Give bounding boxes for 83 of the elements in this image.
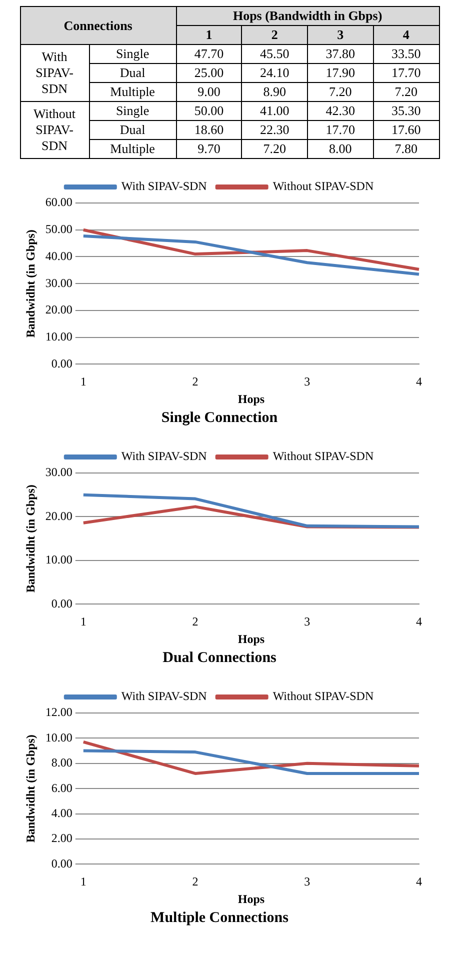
y-tick-label: Single bbox=[89, 102, 176, 120]
data-label: 41.00 bbox=[242, 102, 308, 120]
y-tick-label: 10.00 bbox=[45, 552, 72, 567]
data-label: 45.50 bbox=[242, 44, 308, 64]
data-label: 8.90 bbox=[242, 82, 308, 102]
legend-label: With SIPAV-SDN bbox=[121, 689, 208, 704]
data-label: 35.30 bbox=[373, 102, 439, 120]
y-tick-label: 40.00 bbox=[45, 248, 72, 263]
y-tick-label: 10.00 bbox=[45, 329, 72, 344]
y-tick-label: Dual bbox=[89, 64, 176, 82]
y-tick-label: 60.00 bbox=[45, 195, 72, 210]
x-tick-label: 3 bbox=[308, 26, 374, 44]
y-axis-title: Bandwidht (in Gbps) bbox=[23, 484, 38, 593]
y-axis-title: Bandwidht (in Gbps) bbox=[23, 734, 38, 843]
x-tick-label: 3 bbox=[304, 374, 310, 389]
x-tick-label: 2 bbox=[192, 374, 198, 389]
y-axis-title: Bandwidht (in Gbps) bbox=[23, 230, 38, 338]
y-tick-label: 0.00 bbox=[51, 856, 72, 870]
legend-label: Without SIPAV-SDN bbox=[272, 449, 374, 464]
data-label: 8.00 bbox=[308, 140, 374, 158]
data-label: 7.20 bbox=[242, 140, 308, 158]
x-axis-title: Hops bbox=[238, 892, 265, 906]
y-tick-label: 0.00 bbox=[51, 596, 72, 610]
data-label: 33.50 bbox=[373, 44, 439, 64]
data-label: 9.70 bbox=[176, 140, 242, 158]
x-tick-label: 1 bbox=[80, 374, 86, 389]
data-label: 42.30 bbox=[308, 102, 374, 120]
x-tick-label: 2 bbox=[192, 874, 198, 889]
data-label: 18.60 bbox=[176, 120, 242, 140]
x-tick-label: 3 bbox=[304, 614, 310, 629]
data-label: 9.00 bbox=[176, 82, 242, 102]
y-tick-label: Multiple bbox=[89, 140, 176, 158]
x-axis-title: Hops bbox=[238, 392, 265, 406]
data-label: 7.80 bbox=[373, 140, 439, 158]
legend-label: With SIPAV-SDN bbox=[121, 179, 208, 194]
y-tick-label: 12.00 bbox=[45, 705, 72, 720]
data-label: 17.90 bbox=[308, 64, 374, 82]
data-label: 37.80 bbox=[308, 44, 374, 64]
x-tick-label: 1 bbox=[176, 26, 242, 44]
data-label: 24.10 bbox=[242, 64, 308, 82]
y-tick-label: 2.00 bbox=[51, 831, 72, 846]
data-label: 7.20 bbox=[373, 82, 439, 102]
x-tick-label: 4 bbox=[416, 614, 422, 629]
legend-label: Without SIPAV-SDN bbox=[272, 689, 374, 704]
text: With SIPAV-SDN bbox=[20, 44, 89, 102]
y-axis-title: Connections bbox=[20, 6, 176, 44]
text: Multiple Connections bbox=[150, 910, 289, 926]
y-tick-label: 8.00 bbox=[51, 756, 72, 770]
data-label: 22.30 bbox=[242, 120, 308, 140]
y-tick-label: 20.00 bbox=[45, 302, 72, 317]
x-tick-label: 1 bbox=[80, 874, 86, 889]
legend-label: Without SIPAV-SDN bbox=[272, 179, 374, 194]
y-tick-label: Dual bbox=[89, 120, 176, 140]
y-tick-label: Single bbox=[89, 44, 176, 64]
x-tick-label: 2 bbox=[192, 614, 198, 629]
legend-label: With SIPAV-SDN bbox=[121, 449, 208, 464]
text: Single Connection bbox=[161, 410, 278, 426]
y-tick-label: 4.00 bbox=[51, 806, 72, 820]
y-tick-label: 50.00 bbox=[45, 222, 72, 236]
text: Without SIPAV-SDN bbox=[20, 102, 89, 158]
y-tick-label: 30.00 bbox=[45, 465, 72, 480]
x-tick-label: 4 bbox=[373, 26, 439, 44]
x-axis-title: Hops bbox=[238, 632, 265, 646]
x-tick-label: 3 bbox=[304, 874, 310, 889]
y-tick-label: Multiple bbox=[89, 82, 176, 102]
data-label: 7.20 bbox=[308, 82, 374, 102]
x-tick-label: 1 bbox=[80, 614, 86, 629]
x-tick-label: 4 bbox=[416, 874, 422, 889]
x-tick-label: 2 bbox=[242, 26, 308, 44]
y-tick-label: 6.00 bbox=[51, 780, 72, 795]
y-tick-label: 0.00 bbox=[51, 356, 72, 370]
x-tick-label: 4 bbox=[416, 374, 422, 389]
data-label: 47.70 bbox=[176, 44, 242, 64]
y-tick-label: 20.00 bbox=[45, 508, 72, 523]
data-label: 17.70 bbox=[373, 64, 439, 82]
data-label: 50.00 bbox=[176, 102, 242, 120]
data-label: 25.00 bbox=[176, 64, 242, 82]
y-tick-label: 10.00 bbox=[45, 730, 72, 744]
y-tick-label: 30.00 bbox=[45, 276, 72, 290]
x-axis-title: Hops (Bandwidth in Gbps) bbox=[176, 6, 439, 26]
text: Dual Connections bbox=[162, 650, 277, 666]
data-label: 17.70 bbox=[308, 120, 374, 140]
data-label: 17.60 bbox=[373, 120, 439, 140]
